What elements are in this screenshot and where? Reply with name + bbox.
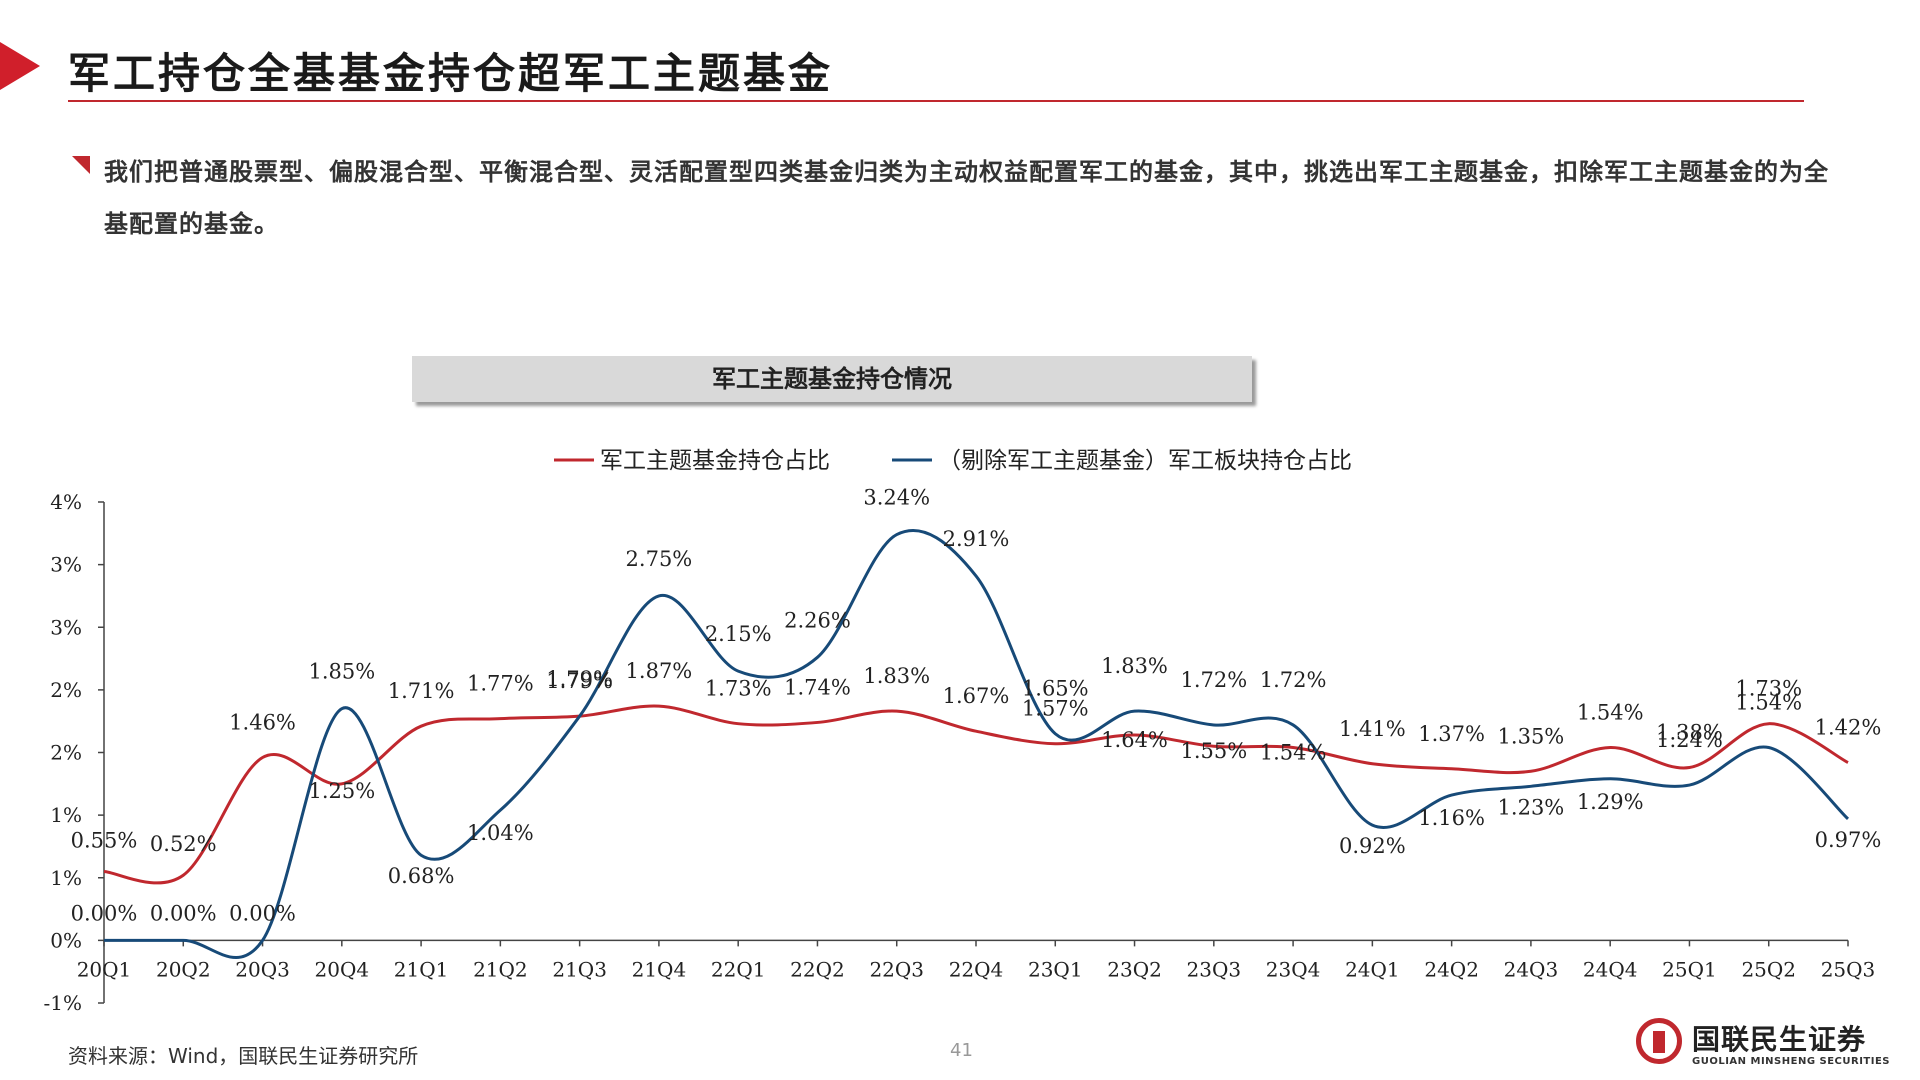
bullet-text: 我们把普通股票型、偏股混合型、平衡混合型、灵活配置型四类基金归类为主动权益配置军…: [104, 158, 1829, 238]
data-label-1: 1.54%: [1577, 700, 1644, 724]
data-label-1: 1.38%: [1656, 721, 1723, 745]
y-tick-label: 3%: [50, 553, 82, 577]
data-label-1: 1.71%: [388, 679, 455, 703]
bullet-triangle-icon: [72, 156, 90, 174]
x-tick-label: 21Q1: [394, 957, 449, 981]
x-tick-label: 25Q2: [1741, 957, 1796, 981]
data-label-2: 1.24%: [1656, 728, 1723, 752]
data-label-2: 1.65%: [1022, 677, 1089, 701]
chart-title: 军工主题基金持仓情况: [412, 356, 1252, 402]
data-label-2: 2.26%: [784, 608, 851, 632]
data-label-1: 1.73%: [705, 677, 772, 701]
data-label-2: 1.83%: [1101, 654, 1168, 678]
x-tick-label: 24Q3: [1504, 957, 1559, 981]
data-label-1: 1.46%: [229, 711, 296, 735]
y-tick-label: 2%: [50, 678, 82, 702]
data-label-2: 2.91%: [943, 527, 1010, 551]
source-note: 资料来源：Wind，国联民生证券研究所: [68, 1044, 419, 1068]
data-label-1: 1.64%: [1101, 728, 1168, 752]
data-label-1: 1.57%: [1022, 697, 1089, 721]
x-tick-label: 23Q3: [1187, 957, 1242, 981]
y-tick-label: 1%: [50, 866, 82, 890]
x-tick-label: 21Q3: [552, 957, 607, 981]
data-label-1: 1.42%: [1815, 716, 1882, 740]
data-label-2: 1.72%: [1180, 668, 1247, 692]
data-label-1: 1.83%: [863, 664, 930, 688]
data-label-1: 1.55%: [1180, 739, 1247, 763]
x-tick-label: 22Q4: [949, 957, 1004, 981]
x-tick-label: 23Q1: [1028, 957, 1083, 981]
series-line-2: [104, 529, 1850, 959]
x-tick-label: 20Q3: [235, 957, 290, 981]
y-tick-label: 0%: [50, 928, 82, 952]
data-label-1: 1.79%: [546, 669, 613, 693]
data-label-1: 0.55%: [71, 828, 138, 852]
y-tick-label: 2%: [50, 741, 82, 765]
data-label-2: 0.00%: [71, 901, 138, 925]
series-line-1: [103, 704, 1849, 885]
data-label-2: 3.24%: [863, 486, 930, 510]
title-arrow-icon: [0, 42, 40, 90]
page-title: 军工持仓全基基金持仓超军工主题基金: [68, 49, 834, 98]
data-label-2: 1.23%: [1498, 795, 1565, 819]
data-label-1: 1.73%: [1735, 677, 1802, 701]
data-label-2: 1.79%: [546, 667, 613, 691]
logo-subtext: GUOLIAN MINSHENG SECURITIES: [1692, 1056, 1891, 1067]
page-number: 41: [950, 1040, 973, 1061]
data-label-1: 1.41%: [1339, 717, 1406, 741]
data-label-1: 1.74%: [784, 675, 851, 699]
x-tick-label: 22Q3: [869, 957, 924, 981]
x-tick-label: 23Q2: [1107, 957, 1162, 981]
y-tick-label: -1%: [44, 991, 83, 1015]
logo-emblem-icon: [1636, 1018, 1682, 1064]
x-tick-label: 20Q2: [156, 957, 211, 981]
data-label-1: 1.67%: [943, 684, 1010, 708]
data-label-2: 2.15%: [705, 622, 772, 646]
data-label-1: 0.52%: [150, 832, 217, 856]
data-label-2: 0.92%: [1339, 834, 1406, 858]
data-label-2: 1.04%: [467, 821, 534, 845]
data-label-2: 1.72%: [1260, 668, 1327, 692]
data-label-2: 0.68%: [388, 864, 455, 888]
data-label-2: 0.00%: [229, 901, 296, 925]
x-tick-label: 21Q4: [632, 957, 687, 981]
title-divider: [68, 100, 1804, 102]
x-tick-label: 24Q2: [1424, 957, 1479, 981]
data-label-2: 1.16%: [1418, 806, 1485, 830]
data-label-2: 1.54%: [1735, 690, 1802, 714]
x-tick-label: 20Q4: [315, 957, 370, 981]
x-tick-label: 24Q1: [1345, 957, 1400, 981]
x-tick-label: 24Q4: [1583, 957, 1638, 981]
data-label-2: 1.29%: [1577, 790, 1644, 814]
data-label-2: 0.00%: [150, 901, 217, 925]
logo-text: 国联民生证券: [1692, 1023, 1867, 1056]
legend-label-1: 军工主题基金持仓占比: [600, 448, 830, 474]
data-label-2: 2.75%: [626, 547, 693, 571]
legend-label-2: （剔除军工主题基金）军工板块持仓占比: [938, 448, 1352, 474]
x-tick-label: 23Q4: [1266, 957, 1321, 981]
y-tick-label: 4%: [50, 490, 82, 514]
company-logo: 国联民生证券 GUOLIAN MINSHENG SECURITIES: [1636, 1018, 1890, 1074]
data-label-1: 1.35%: [1498, 724, 1565, 748]
data-label-1: 1.25%: [308, 779, 375, 803]
data-label-1: 1.54%: [1260, 740, 1327, 764]
x-tick-label: 22Q2: [790, 957, 845, 981]
x-tick-label: 21Q2: [473, 957, 528, 981]
data-label-2: 1.85%: [308, 660, 375, 684]
data-label-1: 1.77%: [467, 672, 534, 696]
data-label-2: 0.97%: [1815, 828, 1882, 852]
y-tick-label: 3%: [50, 615, 82, 639]
y-tick-label: 1%: [50, 803, 82, 827]
data-label-1: 1.37%: [1418, 722, 1485, 746]
x-tick-label: 25Q1: [1662, 957, 1717, 981]
data-label-1: 1.87%: [626, 659, 693, 683]
x-tick-label: 25Q3: [1821, 957, 1876, 981]
x-tick-label: 20Q1: [77, 957, 132, 981]
x-tick-label: 22Q1: [711, 957, 766, 981]
